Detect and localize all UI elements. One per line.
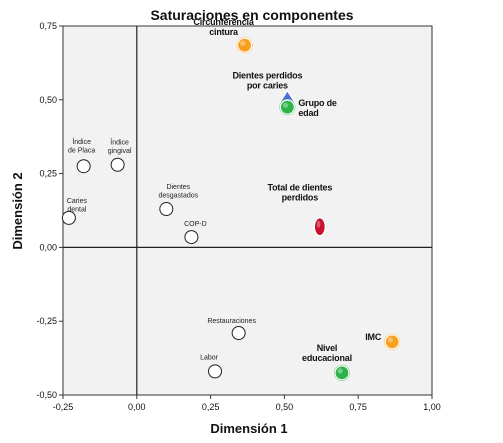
point-label: Caries dental xyxy=(67,198,88,214)
point-label-line: desgastados xyxy=(158,193,198,200)
point-label-line: COP-D xyxy=(184,221,207,228)
point-label-line: dental xyxy=(67,206,87,213)
x-tick-label: 0,50 xyxy=(276,402,294,412)
point-label-line: edad xyxy=(298,108,318,118)
point-label: Nivel educacional xyxy=(302,343,352,363)
point-label-line: educacional xyxy=(302,353,352,363)
point-label-line: de Placa xyxy=(68,148,95,155)
point-marker-open xyxy=(110,157,125,172)
point-marker-green-highlight xyxy=(337,368,343,374)
point-label: Dientes perdidos por caries xyxy=(232,70,302,90)
point-label-line: Restauraciones xyxy=(207,318,256,325)
point-label: Labor xyxy=(200,354,219,361)
point-marker-green-highlight xyxy=(282,102,289,108)
point-label-line: Grupo de xyxy=(298,98,337,108)
point-marker-open xyxy=(159,202,174,217)
point-marker-orange-outline xyxy=(236,37,253,54)
x-tick-label: -0,25 xyxy=(53,402,74,412)
point-label-line: gingival xyxy=(108,148,132,155)
y-tick-label: -0,50 xyxy=(36,390,57,400)
point-label-line: Índice xyxy=(72,137,91,146)
y-tick-label: 0,00 xyxy=(39,242,57,252)
point-marker-open xyxy=(231,326,246,341)
point-label-line: Índice xyxy=(110,138,129,147)
point-label-line: IMC xyxy=(365,332,382,342)
x-tick-label: 0,75 xyxy=(349,402,367,412)
point-label: Índice de Placa xyxy=(68,137,95,155)
point-label-line: Dientes perdidos xyxy=(232,70,302,80)
point-marker-orange-highlight xyxy=(387,337,393,343)
point-label-line: Labor xyxy=(200,354,219,361)
point-label-line: perdidos xyxy=(282,193,319,203)
point-label-line: Nivel xyxy=(317,343,338,353)
point-marker-open xyxy=(208,364,223,379)
point-marker-open xyxy=(184,230,199,245)
x-axis-ticks: -0,25 0,00 0,25 0,50 0,75 1,00 xyxy=(53,395,441,412)
point-label-line: cintura xyxy=(209,27,239,37)
point-label: Dientes desgastados xyxy=(158,184,198,200)
point-marker-green-outline xyxy=(279,99,296,116)
point-label: Total de dientes perdidos xyxy=(267,183,332,203)
y-axis-ticks: 0,75 0,50 0,25 0,00 -0,25 -0,50 xyxy=(36,21,63,400)
point-label: Grupo de edad xyxy=(298,98,337,118)
point-label: IMC xyxy=(365,332,382,342)
x-tick-label: 0,00 xyxy=(128,402,146,412)
y-tick-label: 0,75 xyxy=(39,21,57,31)
point-marker-green-outline xyxy=(333,364,351,381)
point-label: Restauraciones xyxy=(207,318,256,325)
x-tick-label: 0,25 xyxy=(202,402,220,412)
point-marker-open xyxy=(76,159,91,174)
point-marker-orange-outline xyxy=(384,333,401,350)
y-tick-label: 0,25 xyxy=(39,169,57,179)
point-label-line: por caries xyxy=(247,80,288,90)
point-label: Índice gingival xyxy=(108,138,132,156)
point-label-line: Circunferencia xyxy=(193,17,254,27)
point-marker-ellipse xyxy=(313,217,327,237)
point-label-line: Dientes xyxy=(166,184,190,191)
point-label: Circunferencia cintura xyxy=(193,17,254,37)
data-points xyxy=(61,37,401,381)
y-tick-label: 0,50 xyxy=(39,95,57,105)
reference-lines xyxy=(63,26,432,395)
plot-area xyxy=(62,25,433,396)
x-tick-label: 1,00 xyxy=(423,402,441,412)
chart-title: Saturaciones en componentes xyxy=(150,7,353,23)
point-label-line: Caries xyxy=(67,198,88,205)
point-marker-ellipse-highlight xyxy=(316,220,321,228)
y-axis-title: Dimensión 2 xyxy=(10,172,25,249)
point-marker-open xyxy=(61,210,76,225)
y-tick-label: -0,25 xyxy=(36,316,57,326)
point-label: COP-D xyxy=(184,221,207,228)
point-label-line: Total de dientes xyxy=(267,183,332,193)
point-marker-orange-highlight xyxy=(240,40,246,46)
x-axis-title: Dimensión 1 xyxy=(210,421,287,436)
point-marker-orange xyxy=(236,37,253,54)
point-marker-green xyxy=(333,364,350,381)
point-marker-green xyxy=(279,99,296,116)
point-marker-orange xyxy=(384,333,401,350)
